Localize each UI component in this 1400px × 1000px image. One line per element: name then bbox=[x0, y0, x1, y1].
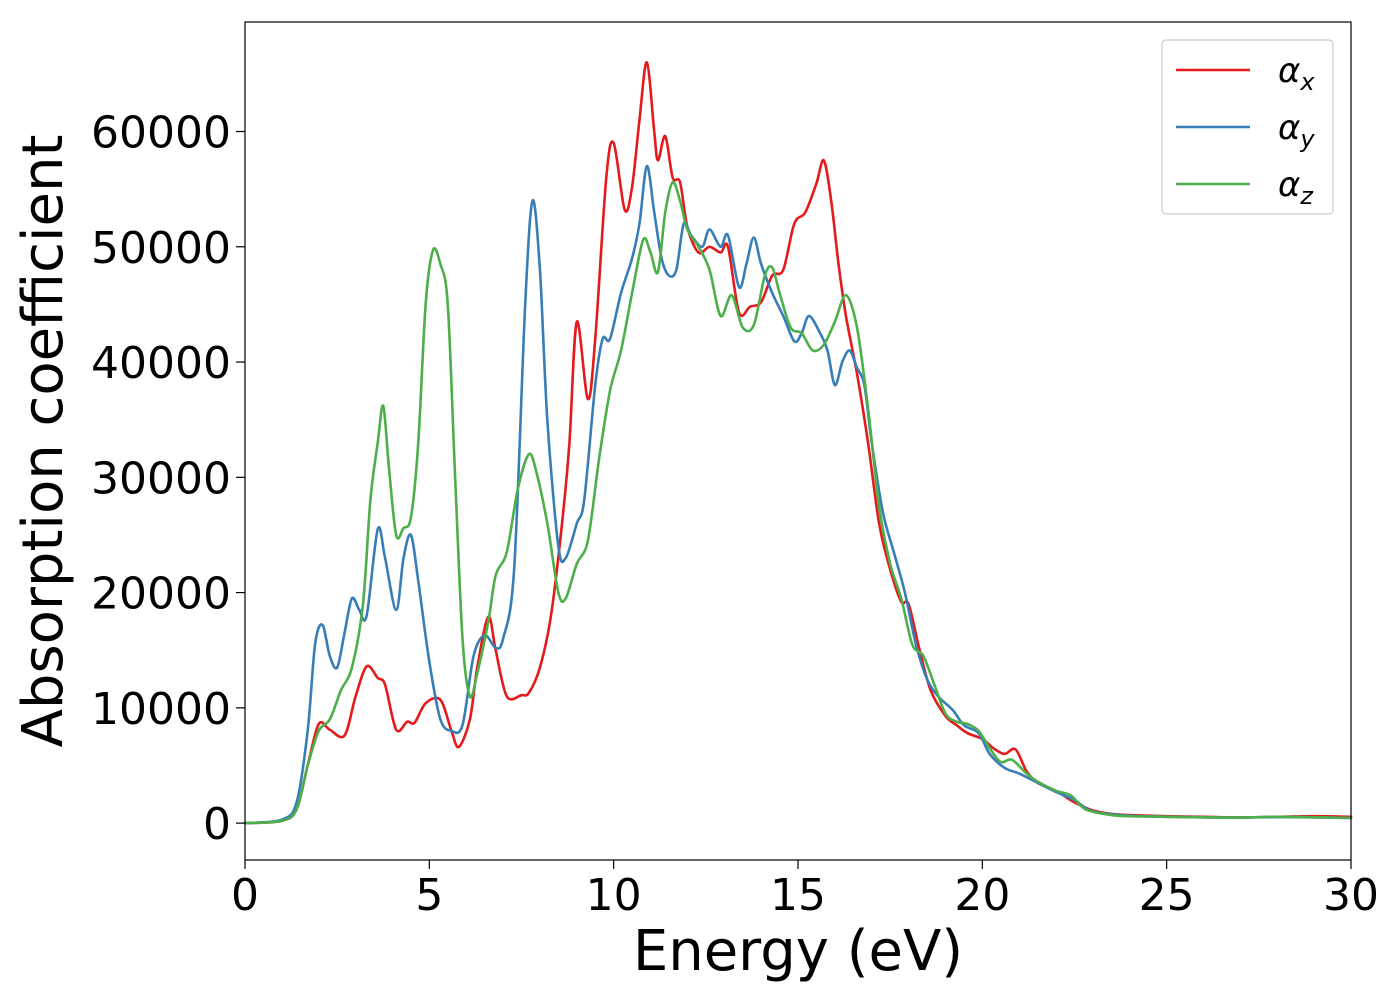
legend-label-alpha-x: αx bbox=[1278, 51, 1315, 96]
x-axis-ticks: 0 5 10 15 20 25 30 bbox=[231, 860, 1379, 921]
x-tick-label: 0 bbox=[231, 870, 259, 921]
x-tick-label: 25 bbox=[1139, 870, 1195, 921]
x-tick-label: 15 bbox=[770, 870, 826, 921]
x-tick-label: 20 bbox=[954, 870, 1010, 921]
y-axis-ticks: 0 10000 20000 30000 40000 50000 60000 bbox=[91, 108, 245, 850]
series-line-alpha-z bbox=[243, 180, 1353, 825]
legend: αx αy αz bbox=[1161, 39, 1334, 215]
x-tick-label: 5 bbox=[415, 870, 443, 921]
legend-label-alpha-y: αy bbox=[1278, 108, 1315, 153]
x-tick-label: 30 bbox=[1323, 870, 1379, 921]
legend-label-alpha-z: αz bbox=[1278, 165, 1314, 210]
y-tick-label: 50000 bbox=[91, 223, 231, 274]
series-lines bbox=[243, 61, 1353, 825]
series-line-alpha-y bbox=[243, 164, 1353, 825]
y-tick-label: 10000 bbox=[91, 684, 231, 735]
y-tick-label: 20000 bbox=[91, 569, 231, 620]
y-tick-label: 30000 bbox=[91, 453, 231, 504]
x-tick-label: 10 bbox=[586, 870, 642, 921]
y-axis-title: Absorption coefficient bbox=[11, 135, 76, 748]
y-tick-label: 60000 bbox=[91, 108, 231, 159]
y-tick-label: 40000 bbox=[91, 338, 231, 389]
x-axis-title: Energy (eV) bbox=[633, 919, 963, 984]
y-tick-label: 0 bbox=[203, 799, 231, 850]
